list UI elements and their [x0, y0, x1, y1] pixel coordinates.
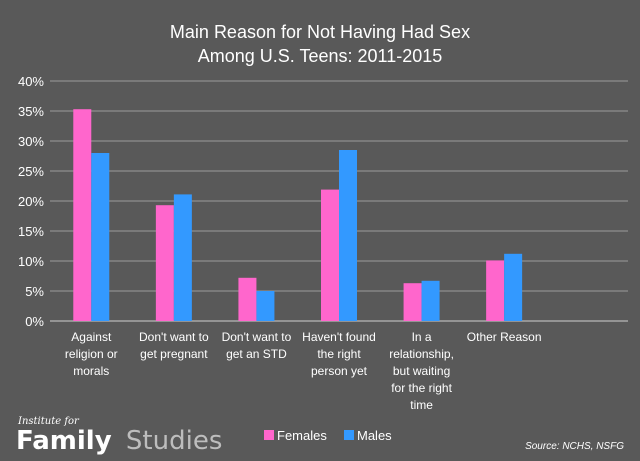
y-tick-label: 40%	[18, 74, 44, 89]
legend: Females Males	[264, 428, 392, 443]
y-tick-label: 30%	[18, 134, 44, 149]
x-category-label: Other Reason	[467, 330, 542, 344]
x-category-label: Against	[71, 330, 112, 344]
bar-females	[238, 277, 257, 321]
x-category-label: In a	[412, 330, 432, 344]
legend-label-females: Females	[277, 428, 327, 443]
x-category-label: get pregnant	[140, 347, 208, 361]
x-category-label: person yet	[311, 364, 368, 378]
x-category-label: time	[410, 398, 433, 412]
source-note: Source: NCHS, NSFG	[525, 441, 624, 452]
brand-name: Family Studies	[16, 426, 222, 456]
x-category-label: relationship,	[389, 347, 454, 361]
x-category-label: the right	[317, 347, 361, 361]
bar-males	[173, 194, 192, 321]
brand-small-text: Institute for	[17, 416, 80, 427]
bar-females	[486, 260, 505, 321]
chart-title-line-1: Main Reason for Not Having Had Sex	[170, 22, 470, 42]
y-tick-label: 0%	[25, 314, 44, 329]
x-category-label: Don't want to	[222, 330, 292, 344]
y-tick-label: 35%	[18, 104, 44, 119]
bars	[73, 109, 523, 321]
legend-swatch-males	[344, 430, 354, 440]
x-category-label: but waiting	[393, 364, 450, 378]
brand-word-studies: Studies	[126, 426, 222, 456]
brand-word-family: Family	[16, 426, 112, 456]
x-category-label: morals	[73, 364, 109, 378]
legend-label-males: Males	[357, 428, 392, 443]
bar-females	[73, 109, 92, 321]
bar-females	[321, 189, 339, 321]
y-tick-label: 15%	[18, 224, 44, 239]
x-category-label: Don't want to	[139, 330, 209, 344]
x-category-label: get an STD	[226, 347, 287, 361]
bar-males	[339, 150, 357, 321]
legend-swatch-females	[264, 430, 274, 440]
bar-males	[91, 153, 110, 321]
x-category-label: for the right	[391, 381, 452, 395]
bar-males	[504, 253, 523, 321]
y-tick-label: 10%	[18, 254, 44, 269]
bar-males	[256, 291, 275, 321]
brand-logo: Institute for Family Studies	[16, 416, 222, 456]
category-labels: Against religion or morals Don't want to get…	[65, 330, 542, 412]
bar-females	[155, 205, 174, 321]
y-tick-label: 20%	[18, 194, 44, 209]
y-tick-label: 25%	[18, 164, 44, 179]
bar-males	[421, 280, 440, 321]
bar-females	[403, 283, 422, 321]
chart-title-line-2: Among U.S. Teens: 2011-2015	[198, 46, 443, 66]
y-tick-label: 5%	[25, 284, 44, 299]
x-category-label: religion or	[65, 347, 118, 361]
x-category-label: Haven't found	[302, 330, 376, 344]
